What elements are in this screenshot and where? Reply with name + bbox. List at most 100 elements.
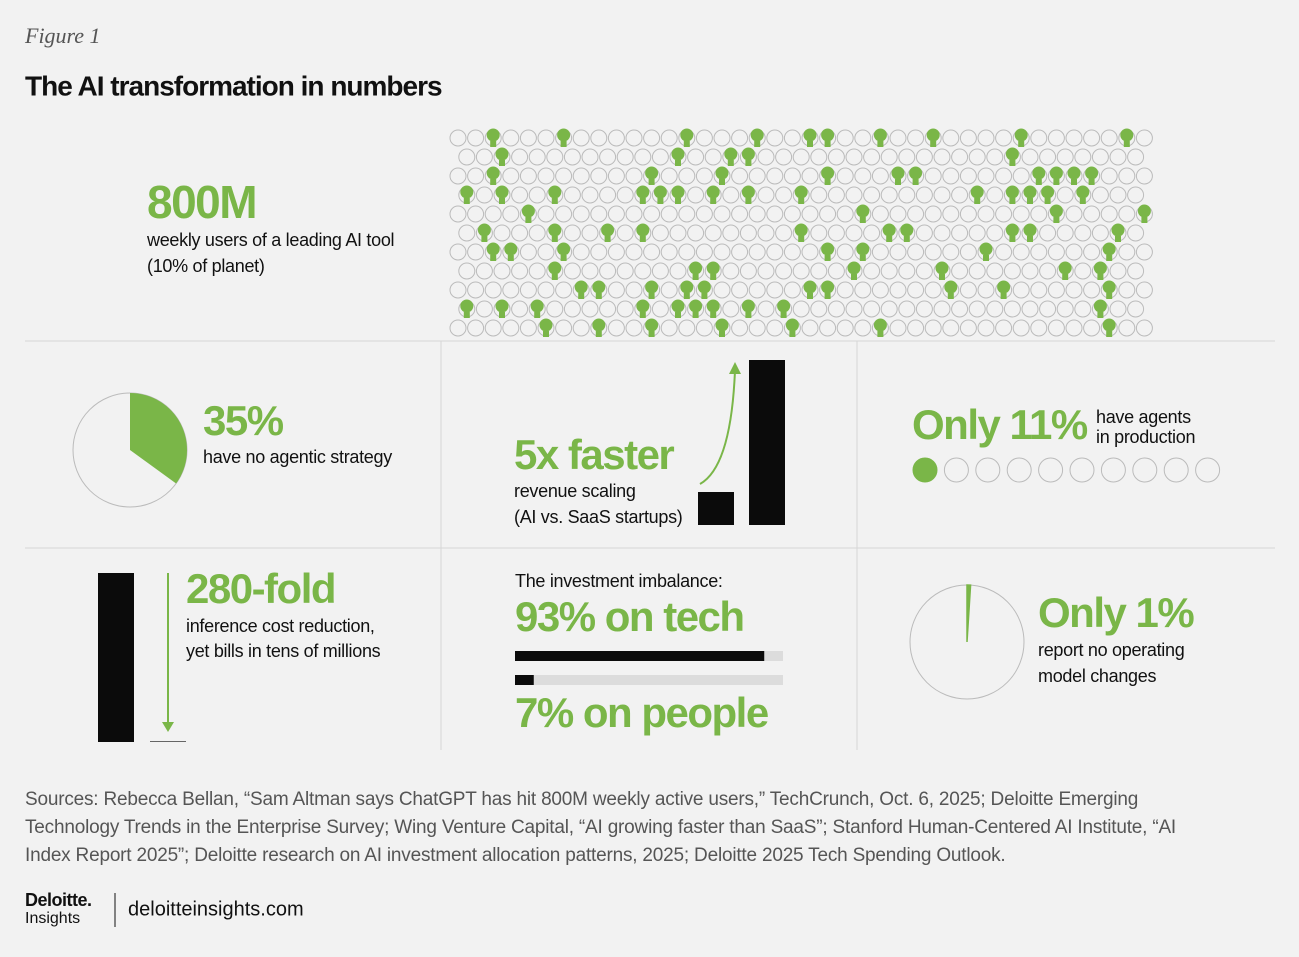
person-body	[1062, 274, 1069, 280]
person-dot	[731, 167, 749, 185]
person-dot	[1030, 243, 1048, 261]
person-dot	[493, 224, 511, 242]
person-dot	[572, 319, 590, 337]
inference-line: yet bills in tens of millions	[186, 641, 381, 661]
person-dot	[1003, 262, 1021, 280]
person-body	[481, 236, 488, 242]
person-body	[595, 331, 602, 337]
figure-label: Figure 1	[24, 23, 101, 48]
arrow-head	[162, 722, 174, 732]
person-body	[578, 293, 585, 299]
person-dot	[898, 262, 916, 280]
person-head	[1014, 128, 1028, 142]
person-body	[1009, 198, 1016, 204]
person-dot	[1047, 129, 1065, 147]
person-head	[803, 280, 817, 294]
person-dot	[959, 167, 977, 185]
person-body	[719, 179, 725, 185]
person-head	[1111, 223, 1125, 237]
person-body	[745, 198, 752, 204]
tech-label: 93% on tech	[515, 593, 744, 640]
person-body	[983, 255, 989, 261]
person-dot	[924, 167, 942, 185]
person-dot	[915, 148, 933, 166]
person-dot	[1030, 129, 1048, 147]
person-head	[521, 204, 535, 218]
person-body	[657, 198, 664, 204]
person-dot	[731, 205, 749, 223]
person-dot	[695, 129, 713, 147]
person-head	[873, 128, 887, 142]
person-dot	[810, 186, 828, 204]
person-dot	[511, 262, 529, 280]
person-head	[935, 261, 949, 275]
person-dot	[845, 186, 863, 204]
person-body	[463, 198, 470, 204]
agent-dot	[1006, 457, 1032, 483]
person-dot	[1065, 281, 1083, 299]
bar-track	[515, 675, 783, 685]
sources: Sources: Rebecca Bellan, “Sam Altman say…	[25, 789, 1177, 866]
person-dot	[1065, 319, 1083, 337]
person-dot	[599, 186, 617, 204]
person-dot	[599, 300, 617, 318]
person-dot	[1100, 129, 1118, 147]
person-body	[701, 293, 708, 299]
person-dot	[766, 167, 784, 185]
person-body	[683, 293, 690, 299]
person-dot	[959, 243, 977, 261]
person-dot	[1021, 262, 1039, 280]
person-dot	[942, 205, 960, 223]
person-dot	[713, 129, 731, 147]
person-dot	[915, 300, 933, 318]
person-body	[560, 255, 567, 261]
people-label: 7% on people	[515, 689, 768, 736]
person-head	[821, 242, 835, 256]
person-head	[601, 223, 615, 237]
person-dot	[995, 205, 1013, 223]
person-dot	[1100, 205, 1118, 223]
person-body	[534, 312, 541, 318]
person-head	[557, 128, 571, 142]
person-dot	[827, 262, 845, 280]
person-body	[1123, 141, 1130, 147]
person-dot	[942, 167, 960, 185]
person-dot	[1135, 167, 1153, 185]
person-dot	[643, 129, 661, 147]
person-head	[486, 166, 500, 180]
person-dot	[739, 262, 757, 280]
person-dot	[836, 167, 854, 185]
person-dot	[810, 148, 828, 166]
person-dot	[590, 167, 608, 185]
person-body	[1115, 236, 1121, 242]
person-body	[974, 198, 981, 204]
person-dot	[519, 129, 537, 147]
person-head	[1137, 204, 1151, 218]
person-dot	[660, 129, 678, 147]
person-dot	[810, 224, 828, 242]
person-dot	[713, 205, 731, 223]
person-dot	[766, 281, 784, 299]
person-head	[671, 299, 685, 313]
person-body	[745, 312, 752, 318]
person-head	[504, 242, 518, 256]
person-body	[824, 179, 831, 185]
scaling-headline: 5x faster	[514, 431, 674, 478]
person-dot	[915, 224, 933, 242]
person-head	[706, 185, 720, 199]
person-dot	[836, 281, 854, 299]
person-dot	[775, 186, 793, 204]
person-dot	[889, 205, 907, 223]
person-dot	[643, 205, 661, 223]
person-dot	[1012, 281, 1030, 299]
person-dot	[537, 243, 555, 261]
users-line: (10% of planet)	[147, 256, 265, 276]
person-dot	[766, 129, 784, 147]
title: The AI transformation in numbers	[25, 70, 442, 101]
person-dot	[942, 319, 960, 337]
person-dot	[687, 224, 705, 242]
person-dot	[748, 243, 766, 261]
person-body	[490, 141, 497, 147]
person-head	[1067, 166, 1081, 180]
person-dot	[836, 319, 854, 337]
